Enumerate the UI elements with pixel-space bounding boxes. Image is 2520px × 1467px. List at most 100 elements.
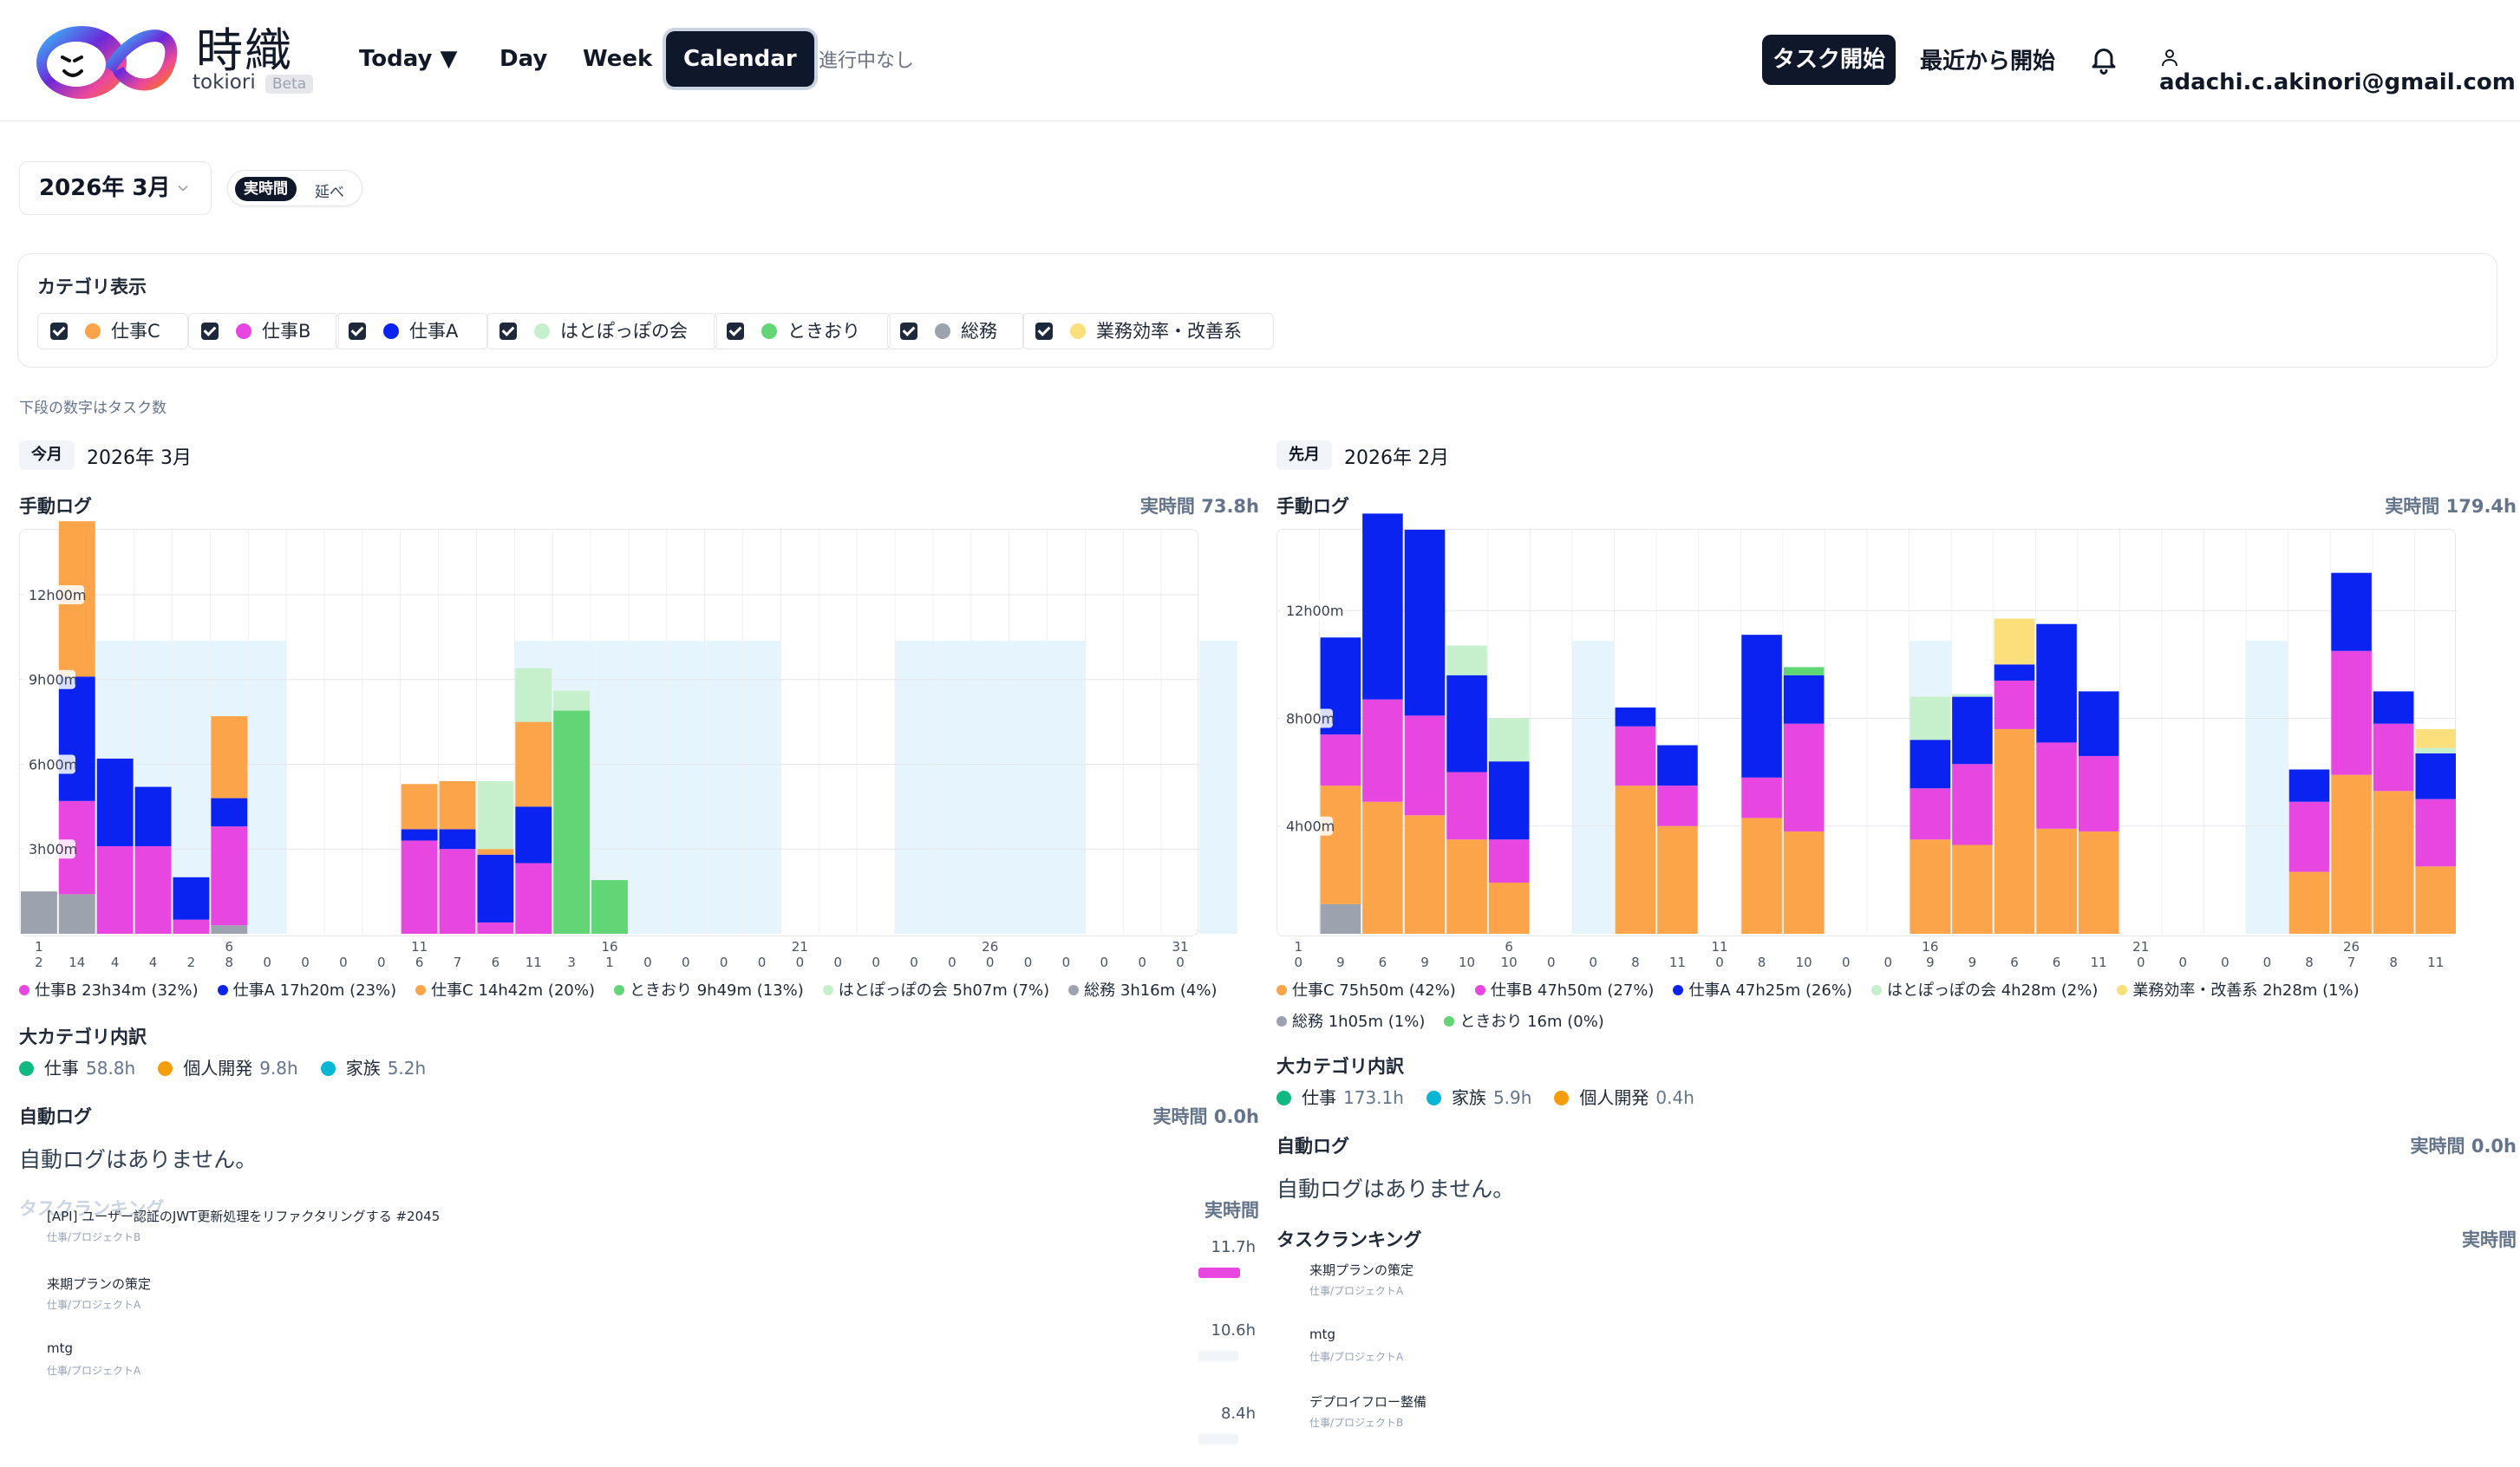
nav-calendar[interactable]: Calendar [666, 31, 814, 87]
y-tick-bg [23, 839, 75, 859]
legend-item: ときおり 9h49m (13%) [614, 978, 804, 1001]
bar-segment [515, 721, 552, 807]
ranking-item-category: 仕事/プロジェクトA [1309, 1351, 1404, 1363]
category-color-dot [935, 323, 950, 339]
bar-segment [2078, 831, 2119, 934]
ranking-item-category: 仕事/プロジェクトA [47, 1299, 141, 1311]
bar-segment [2036, 742, 2077, 829]
task-count-label: 8 [1631, 955, 1640, 970]
checkbox-checked[interactable] [349, 323, 366, 340]
bar-segment [1362, 699, 1403, 802]
task-count-label: 8 [1758, 955, 1766, 970]
month-label: 2026年 2月 [1344, 447, 1449, 469]
bar-segment [515, 863, 552, 934]
month-badge: 今月 [19, 440, 75, 470]
y-tick-label: 3h00m [29, 841, 77, 857]
task-count-label: 10 [1459, 955, 1475, 970]
bell-icon[interactable] [2088, 43, 2119, 75]
start-from-recent-button[interactable]: 最近から開始 [1920, 49, 2056, 75]
task-count-label: 8 [2305, 955, 2314, 970]
category-label: 仕事C [111, 321, 160, 342]
ranking-item-title[interactable]: 来期プランの策定 [47, 1276, 152, 1292]
auto-log-empty: 自動ログはありません。 [1276, 1177, 1515, 1202]
nav-week[interactable]: Week [583, 46, 653, 72]
task-count-label: 0 [720, 955, 728, 970]
start-task-button[interactable]: タスク開始 [1762, 35, 1896, 85]
task-count-label: 11 [2091, 955, 2107, 970]
user-menu[interactable]: adachi.c.akinori@gmail.com [2159, 43, 2520, 95]
checkbox-checked[interactable] [727, 323, 744, 340]
bar-segment [1783, 831, 1825, 934]
legend-item: はとぽっぽの会 4h28m (2%) [1871, 978, 2098, 1001]
bigcat-value: 173.1h [1343, 1087, 1404, 1108]
shaded-band [895, 641, 1086, 934]
checkbox-checked[interactable] [1035, 323, 1053, 340]
ranking-item-title[interactable]: デプロイフロー整備 [1309, 1394, 1427, 1410]
ranking-item-title[interactable]: mtg [47, 1340, 74, 1356]
task-count-label: 0 [872, 955, 880, 970]
manual-log-title: 手動ログ [19, 496, 92, 517]
task-count-label: 0 [2137, 955, 2145, 970]
category-chip[interactable]: 業務効率・改善系 [1022, 313, 1274, 349]
category-chip[interactable]: 仕事C [37, 313, 188, 349]
nav-day[interactable]: Day [499, 46, 548, 72]
task-count-label: 9 [1336, 955, 1345, 970]
month-select[interactable]: 2026年 3月 [19, 161, 212, 215]
toggle-cumulative[interactable]: 延べ [315, 184, 344, 201]
month-badge: 先月 [1276, 440, 1332, 470]
y-tick-bg [1281, 601, 1342, 621]
category-label: 仕事A [409, 321, 459, 342]
task-count-label: 9 [1420, 955, 1429, 970]
task-count-label: 4 [111, 955, 120, 970]
task-count-label: 0 [1547, 955, 1556, 970]
bar-segment [2288, 769, 2330, 802]
ranking-item-category: 仕事/プロジェクトB [47, 1231, 141, 1243]
bar-segment [1657, 786, 1698, 826]
task-count-note: 下段の数字はタスク数 [19, 400, 166, 417]
category-chip[interactable]: はとぽっぽの会 [486, 313, 717, 349]
checkbox-checked[interactable] [50, 323, 68, 340]
bar-segment [58, 894, 95, 934]
bigcat-item: 仕事 58.8h [19, 1054, 135, 1079]
task-count-label: 0 [301, 955, 310, 970]
bar-segment [1446, 645, 1487, 675]
nav-today[interactable]: Today ▼ [359, 46, 458, 72]
bar-segment [2288, 871, 2330, 934]
checkbox-checked[interactable] [900, 323, 917, 340]
legend-label: 総務 1h05m (1%) [1292, 1013, 1426, 1031]
task-count-label: 6 [2053, 955, 2061, 970]
category-chip[interactable]: 仕事A [336, 313, 488, 349]
category-color-dot [85, 323, 101, 339]
bar-segment [2331, 774, 2372, 934]
tokiori-logo[interactable] [31, 17, 180, 104]
bar-segment [1741, 635, 1782, 778]
category-chip[interactable]: 仕事B [188, 313, 339, 349]
ranking-item-title[interactable]: mtg [1309, 1327, 1336, 1342]
time-mode-toggle[interactable]: 実時間 延べ [227, 170, 362, 206]
manual-log-total: 実時間 73.8h [1139, 496, 1259, 517]
task-count-label: 7 [2347, 955, 2356, 970]
bar-segment [1320, 903, 1361, 934]
bar-segment [1994, 680, 2035, 729]
bigcat-color-dot [1426, 1091, 1441, 1105]
checkbox-checked[interactable] [499, 323, 517, 340]
category-chip[interactable]: ときおり [714, 313, 891, 349]
legend-item: 仕事B 47h50m (27%) [1474, 978, 1654, 1001]
user-email: adachi.c.akinori@gmail.com [2159, 69, 2516, 95]
task-count-label: 0 [263, 955, 271, 970]
shaded-band [1572, 641, 1615, 934]
ranking-item-title[interactable]: 来期プランの策定 [1309, 1262, 1414, 1278]
task-count-label: 10 [1796, 955, 1812, 970]
ranking-title: タスクランキング [1276, 1229, 1422, 1250]
category-chip[interactable]: 総務 [887, 313, 1024, 349]
ranking-item-title[interactable]: [API] ユーザー認証のJWT更新処理をリファクタリングする #2045 [47, 1209, 441, 1224]
bar-segment [2415, 728, 2456, 748]
category-color-dot [534, 323, 550, 339]
bigcat-item: 個人開発 0.4h [1554, 1084, 1694, 1109]
task-count-label: 1 [605, 955, 614, 970]
task-count-label: 0 [2221, 955, 2229, 970]
task-count-label: 0 [339, 955, 348, 970]
toggle-real-time[interactable]: 実時間 [235, 177, 297, 201]
chart-legend: 仕事C 75h50m (42%) 仕事B 47h50m (27%) 仕事A 47h2… [1276, 978, 2379, 1001]
checkbox-checked[interactable] [201, 323, 219, 340]
